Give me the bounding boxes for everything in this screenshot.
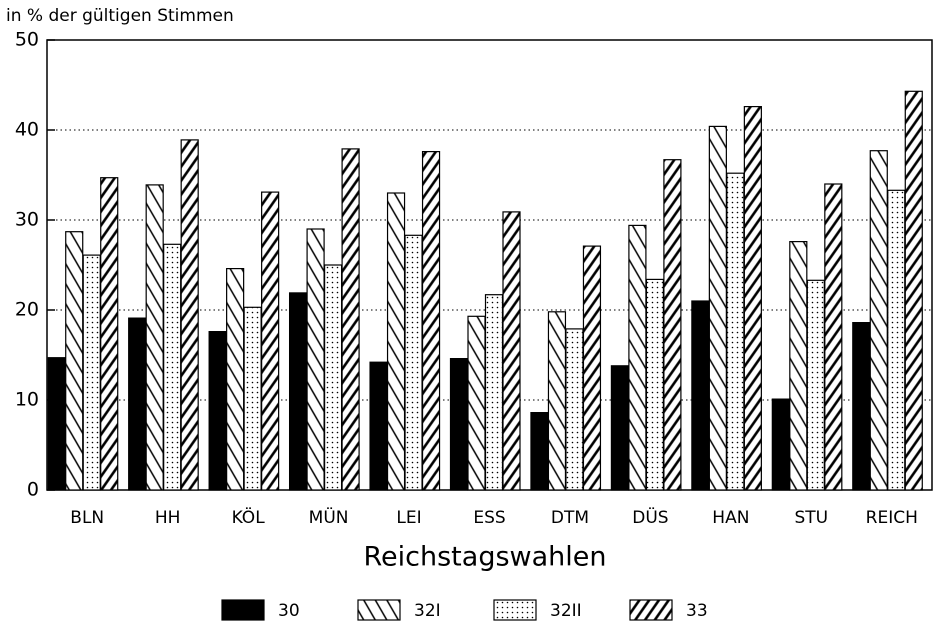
bar <box>645 278 665 491</box>
x-tick-label: ESS <box>473 508 505 528</box>
y-tick-label: 20 <box>15 299 39 321</box>
bar <box>65 231 84 491</box>
x-tick-label: HH <box>155 508 181 528</box>
bar <box>208 331 227 491</box>
bar <box>771 398 790 491</box>
legend-swatch <box>357 599 401 621</box>
legend-swatch <box>493 599 537 621</box>
bar <box>82 254 101 491</box>
y-tick-label: 50 <box>15 29 39 51</box>
bar <box>421 151 441 491</box>
x-tick-label: KÖL <box>232 506 266 528</box>
y-tick-label: 40 <box>15 119 39 141</box>
bar <box>243 306 262 491</box>
chart-title: in % der gültigen Stimmen <box>6 6 234 26</box>
x-tick-label: DTM <box>551 508 589 528</box>
bar <box>726 172 745 491</box>
bar <box>628 224 647 491</box>
bar <box>100 177 119 491</box>
x-tick-label: DÜS <box>632 506 668 528</box>
y-tick-label: 0 <box>27 479 39 501</box>
bar <box>530 412 549 491</box>
bar <box>145 184 164 491</box>
legend-label: 32II <box>550 601 582 621</box>
bar <box>789 241 808 491</box>
bar <box>582 245 602 491</box>
x-axis-label: Reichstagswahlen <box>364 542 607 573</box>
bar <box>743 105 762 491</box>
bar <box>565 328 584 491</box>
bar <box>547 311 567 491</box>
legend-label: 30 <box>278 601 300 621</box>
x-tick-label: MÜN <box>309 506 349 528</box>
bar <box>306 228 325 491</box>
y-tick-label: 10 <box>15 389 39 411</box>
bar <box>341 148 360 491</box>
y-tick-label: 30 <box>15 209 39 231</box>
legend-label: 33 <box>686 601 708 621</box>
x-tick-label: HAN <box>712 508 749 528</box>
bar <box>691 300 710 491</box>
bar <box>610 365 630 491</box>
bar <box>226 268 245 491</box>
bar <box>449 358 469 491</box>
bar <box>369 361 388 491</box>
bar <box>404 234 423 491</box>
bar <box>288 292 308 491</box>
bar <box>824 183 843 491</box>
x-tick-label: REICH <box>866 508 918 528</box>
x-tick-label: STU <box>795 508 829 528</box>
bar <box>869 150 888 491</box>
bar <box>484 294 504 491</box>
bar <box>887 189 906 491</box>
bar <box>163 243 182 491</box>
x-tick-label: BLN <box>70 508 104 528</box>
bar <box>323 264 343 491</box>
bar <box>180 139 199 491</box>
bar <box>663 159 682 491</box>
bar <box>128 317 147 491</box>
bar <box>904 90 923 491</box>
bar <box>467 315 486 491</box>
bar <box>502 211 521 491</box>
bar <box>47 357 66 491</box>
bar <box>261 191 280 491</box>
legend-swatch <box>221 599 265 621</box>
bar <box>386 192 406 491</box>
bar <box>806 279 825 491</box>
legend-label: 32I <box>414 601 441 621</box>
bar <box>708 125 727 491</box>
legend-swatch <box>629 599 673 621</box>
bar <box>852 322 871 491</box>
x-tick-label: LEI <box>396 508 421 528</box>
